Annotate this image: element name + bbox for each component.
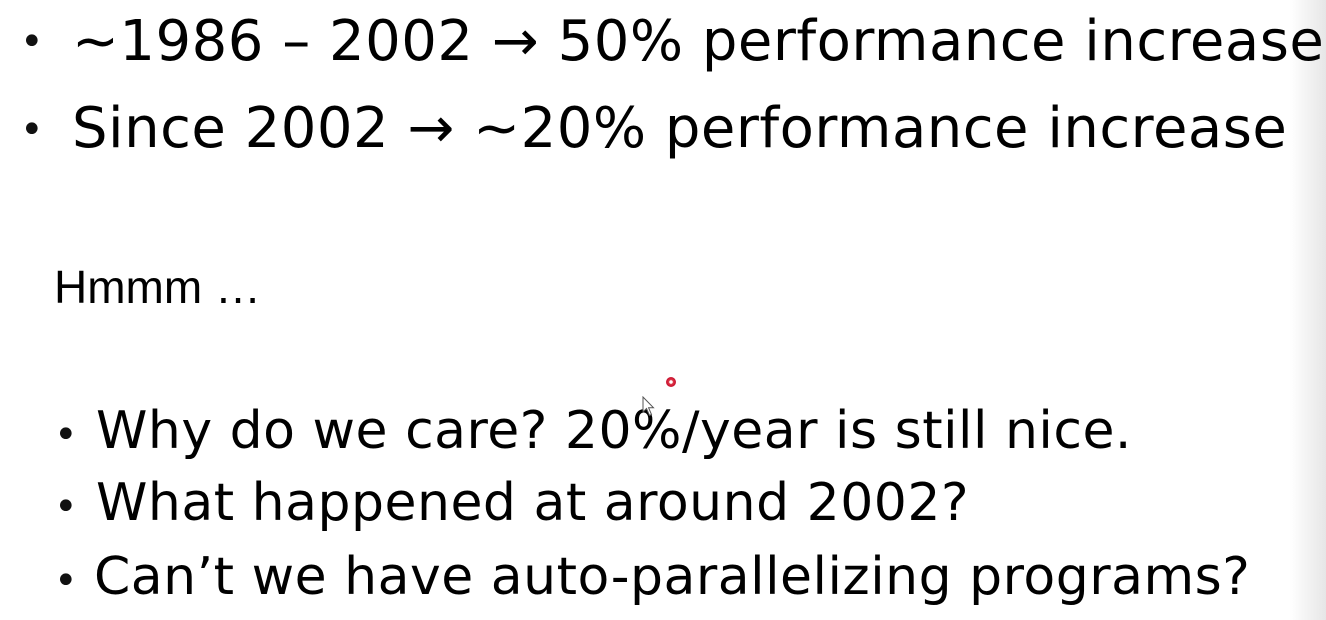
bullet-dot: • <box>20 19 44 65</box>
bullet-text-auto-parallel: Can’t we have auto-parallelizing program… <box>94 547 1251 607</box>
bullet-dot: • <box>54 484 78 530</box>
bullet-text-why-care: Why do we care? 20%/year is still nice. <box>96 401 1132 461</box>
laser-pointer-dot-icon <box>666 377 676 387</box>
bullet-dot: • <box>54 412 78 458</box>
bullet-text-what-happened: What happened at around 2002? <box>96 473 970 533</box>
bullet-dot: • <box>54 558 78 604</box>
bullet-dot: • <box>20 107 44 153</box>
slide-edge-shadow <box>1290 0 1326 620</box>
mouse-cursor-icon <box>642 396 655 417</box>
hmmm-text: Hmmm … <box>54 261 261 313</box>
bullet-text-1986-2002: ~1986 – 2002 → 50% performance increase <box>72 9 1325 74</box>
bullet-text-since-2002: Since 2002 → ~20% performance increase <box>72 96 1288 161</box>
